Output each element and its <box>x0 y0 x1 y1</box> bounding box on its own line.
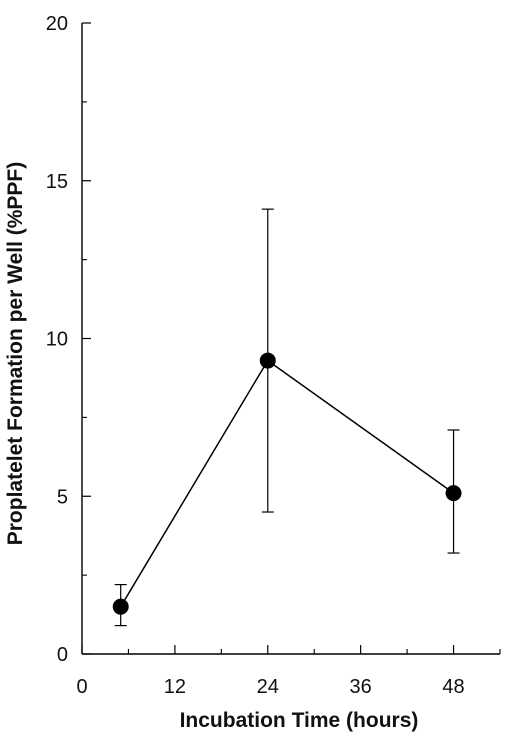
y-tick-label: 5 <box>57 486 68 508</box>
series-line <box>120 359 454 608</box>
y-axis-title: Proplatelet Formation per Well (%PPF) <box>4 162 27 546</box>
data-point <box>259 352 276 369</box>
x-tick-label: 12 <box>164 676 186 698</box>
x-tick-label: 0 <box>76 676 87 698</box>
y-tick-label: 15 <box>46 171 68 193</box>
y-tick-label: 10 <box>46 329 68 351</box>
y-tick-label: 0 <box>57 644 68 666</box>
x-axis-title: Incubation Time (hours) <box>180 709 419 732</box>
y-tick-label: 20 <box>46 13 68 35</box>
data-point <box>112 598 129 615</box>
data-point <box>445 485 462 502</box>
x-tick-label: 24 <box>257 676 279 698</box>
x-tick-label: 36 <box>350 676 372 698</box>
x-tick-label: 48 <box>442 676 464 698</box>
plot-area: 0 5 10 15 20 0 12 24 36 48 <box>46 13 501 698</box>
